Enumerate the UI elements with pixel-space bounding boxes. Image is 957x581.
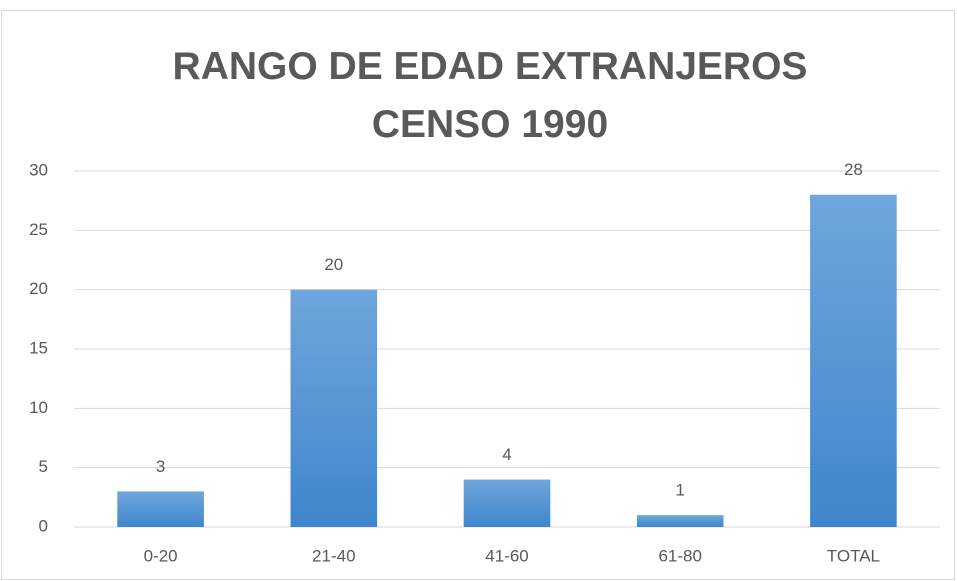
- y-tick-label: 10: [29, 398, 48, 417]
- data-label: 20: [324, 255, 343, 274]
- y-tick-label: 15: [29, 338, 48, 357]
- chart-title: RANGO DE EDAD EXTRANJEROS CENSO 1990: [172, 45, 808, 146]
- y-tick-label: 20: [29, 279, 48, 298]
- data-label: 1: [675, 481, 684, 500]
- y-tick-label: 30: [29, 160, 48, 179]
- bar: [810, 194, 897, 527]
- x-tick-label: 21-40: [312, 546, 355, 565]
- chart-border: [1, 10, 955, 580]
- bar: [290, 289, 378, 527]
- bar: [636, 515, 724, 527]
- data-label: 4: [502, 445, 511, 464]
- bar: [117, 491, 204, 527]
- y-tick-label: 25: [29, 220, 48, 239]
- y-tick-label: 0: [39, 516, 48, 535]
- data-label: 3: [156, 457, 165, 476]
- x-tick-label: TOTAL: [827, 546, 880, 565]
- data-label: 28: [844, 160, 863, 179]
- x-tick-label: 41-60: [485, 546, 528, 565]
- y-tick-label: 5: [39, 457, 48, 476]
- x-tick-label: 0-20: [144, 546, 178, 565]
- bar: [463, 479, 551, 527]
- x-tick-label: 61-80: [658, 546, 701, 565]
